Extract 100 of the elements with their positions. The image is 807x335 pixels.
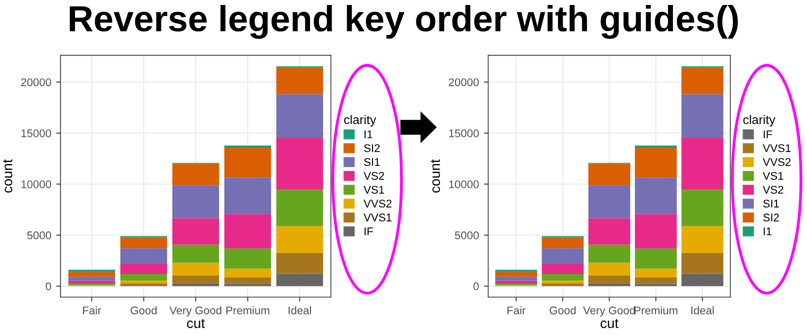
bar	[542, 280, 584, 284]
x-tick-label: Fair	[83, 306, 102, 314]
legend-label: VS2	[762, 186, 784, 194]
bar	[172, 262, 220, 276]
legend-label: VVS1	[762, 144, 791, 152]
bar	[634, 148, 677, 178]
bar	[172, 185, 220, 218]
legend-label: VS1	[762, 172, 784, 180]
legend-label: VVS1	[364, 214, 392, 222]
bar	[681, 226, 724, 253]
bar	[634, 178, 677, 214]
y-tick-label: 10000	[449, 180, 479, 188]
x-tick-label: Premium	[634, 306, 678, 314]
bar	[681, 190, 724, 226]
legend-label: SI2	[763, 214, 779, 222]
legend-label: I1	[364, 130, 372, 138]
bar	[542, 274, 584, 281]
y-tick-label: 20000	[21, 78, 52, 86]
legend-label: IF	[364, 228, 374, 236]
bar	[276, 138, 324, 190]
x-tick-label: Very Good	[583, 306, 635, 317]
bar	[276, 274, 324, 286]
bar	[588, 185, 630, 218]
bar	[172, 244, 220, 263]
bar	[172, 275, 220, 284]
bar	[276, 94, 324, 138]
bar	[634, 214, 677, 248]
bar	[588, 275, 630, 284]
legend-label: VVS2	[364, 200, 392, 208]
bar	[634, 278, 677, 284]
x-tick-label: Good	[550, 306, 576, 314]
bar	[634, 248, 677, 269]
legend-title: clarity	[743, 114, 776, 127]
bar	[120, 237, 168, 248]
bar	[224, 278, 272, 284]
bar	[634, 145, 677, 148]
y-tick-label: 15000	[21, 129, 52, 138]
y-axis-title: count	[3, 159, 12, 193]
bar	[681, 252, 724, 274]
y-tick-label: 20000	[448, 78, 479, 86]
y-tick-label: 10000	[21, 180, 52, 188]
x-tick-label: Good	[130, 306, 157, 314]
legend-label: SI1	[364, 158, 380, 166]
bar	[276, 68, 324, 94]
bar	[68, 276, 116, 281]
bar	[224, 214, 272, 248]
legend-label: SI2	[364, 144, 380, 152]
bar	[542, 248, 584, 264]
x-axis-title: cut	[600, 319, 618, 328]
bar	[120, 274, 168, 281]
x-tick-label: Ideal	[288, 306, 311, 314]
bar	[276, 252, 324, 274]
x-axis-title: cut	[187, 319, 205, 328]
y-tick-label: 5000	[454, 231, 479, 240]
bar	[681, 138, 724, 190]
bar	[224, 248, 272, 269]
bar	[542, 237, 584, 248]
x-tick-label: Ideal	[691, 306, 714, 314]
legend-title: clarity	[344, 114, 376, 127]
x-tick-label: Very Good	[169, 306, 222, 317]
bar	[681, 274, 724, 286]
bar	[681, 94, 724, 138]
legend-label: IF	[764, 130, 772, 138]
bar	[224, 145, 272, 148]
bar	[588, 283, 630, 286]
bar	[120, 248, 168, 264]
bar	[634, 268, 677, 278]
bar	[542, 264, 584, 274]
bar	[681, 68, 724, 94]
bar	[68, 280, 116, 284]
bar	[276, 226, 324, 253]
bar	[172, 218, 220, 245]
bar	[224, 268, 272, 278]
y-tick-label: 15000	[449, 129, 479, 138]
bar	[68, 272, 116, 277]
bar	[495, 272, 538, 277]
bar	[495, 276, 538, 281]
bar	[172, 283, 220, 286]
bar	[588, 164, 630, 186]
bar	[588, 218, 630, 245]
x-tick-label: Fair	[508, 306, 526, 314]
bar	[495, 280, 538, 284]
y-axis-title: count	[430, 159, 440, 193]
x-tick-label: Premium	[226, 306, 270, 314]
legend-label: SI1	[763, 200, 779, 208]
bar	[588, 244, 630, 263]
bar	[224, 148, 272, 178]
y-tick-label: 0	[46, 282, 52, 290]
legend-label: VS1	[364, 186, 384, 194]
bar	[276, 190, 324, 226]
text: Reverse legend key order with guides()	[70, 5, 738, 39]
legend-label: I1	[764, 228, 772, 236]
y-tick-label: 5000	[27, 231, 52, 240]
bar	[120, 280, 168, 284]
bar	[120, 264, 168, 274]
legend-label: VS2	[364, 172, 384, 180]
legend-label: VVS2	[762, 158, 791, 166]
bar	[224, 178, 272, 214]
bar	[172, 164, 220, 186]
y-tick-label: 0	[473, 282, 479, 290]
